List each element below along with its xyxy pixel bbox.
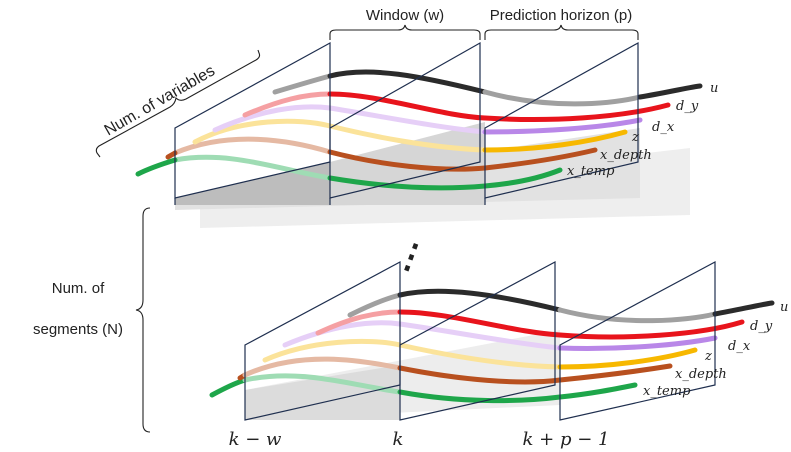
curve-u-past (272, 73, 333, 95)
series-label-dx-top: d_x (652, 120, 675, 135)
curve-d-x-future (482, 117, 643, 135)
curve-x-depth-early (165, 150, 178, 160)
window-label: Window (w) (366, 7, 444, 24)
bcurve-d-y-window (397, 309, 563, 338)
top-panel (95, 24, 703, 228)
curve-d-y-future (482, 102, 671, 122)
axis-label-k-minus-w: k − w (229, 429, 282, 450)
curve-u-window (327, 69, 488, 95)
bcurve-x-depth-past (242, 356, 403, 378)
series-label-u-top: u (710, 81, 718, 96)
curve-u-future (482, 89, 643, 107)
bottom-panel (135, 207, 775, 433)
bottom-window-plane-mid (399, 260, 556, 421)
num-variables-label: Num. of variables (102, 62, 218, 139)
series-label-xtemp-bottom: x_temp (643, 384, 691, 399)
vertical-ellipsis: ⋮ (389, 232, 435, 281)
series-label-dy-top: d_y (676, 99, 699, 114)
num-segments-label-line1: Num. of (52, 280, 105, 297)
curve-x-depth-past (172, 136, 333, 156)
bottom-window-plane-right (559, 260, 716, 421)
variables-brace (95, 49, 261, 158)
bcurve-u-window (397, 288, 563, 313)
bottom-base-window (245, 365, 400, 420)
bcurve-d-y-future (557, 319, 745, 340)
window-brace (329, 24, 481, 40)
series-label-dx-bottom: d_x (728, 339, 751, 354)
horizon-brace (484, 24, 639, 40)
bcurve-u-end (712, 300, 775, 317)
bcurve-u-past (347, 292, 403, 318)
series-label-z-top: z (631, 130, 639, 145)
bcurve-d-y-past (315, 309, 403, 336)
bcurve-x-temp-future (397, 382, 638, 404)
series-label-xdepth-bottom: x_depth (675, 367, 727, 382)
base-plane-window (175, 162, 330, 205)
axis-label-k-plus-p-minus-1: k + p − 1 (523, 429, 610, 450)
series-label-xdepth-top: x_depth (600, 148, 652, 163)
series-label-dy-bottom: d_y (750, 319, 773, 334)
series-label-xtemp-top: x_temp (567, 164, 615, 179)
curve-d-y-past (242, 91, 333, 118)
axis-label-k: k (393, 429, 404, 450)
series-label-z-bottom: z (704, 349, 712, 364)
curve-x-temp-future (327, 167, 563, 191)
curve-z-future (482, 129, 628, 153)
curve-d-y-window (327, 91, 488, 121)
segments-brace (135, 207, 151, 433)
window-plane-right (484, 41, 639, 199)
curve-x-temp-early (135, 157, 178, 177)
bcurve-x-temp-early (209, 377, 248, 398)
series-label-u-bottom: u (780, 300, 788, 315)
window-plane-mid (329, 41, 481, 199)
num-segments-label-line2: segments (N) (33, 321, 123, 338)
curve-u-end (637, 83, 703, 100)
prediction-horizon-label: Prediction horizon (p) (490, 7, 633, 24)
bcurve-d-x-future (557, 335, 718, 351)
bcurve-z-future (557, 347, 698, 370)
bcurve-u-future (557, 307, 718, 324)
curve-x-temp-past (172, 154, 333, 181)
